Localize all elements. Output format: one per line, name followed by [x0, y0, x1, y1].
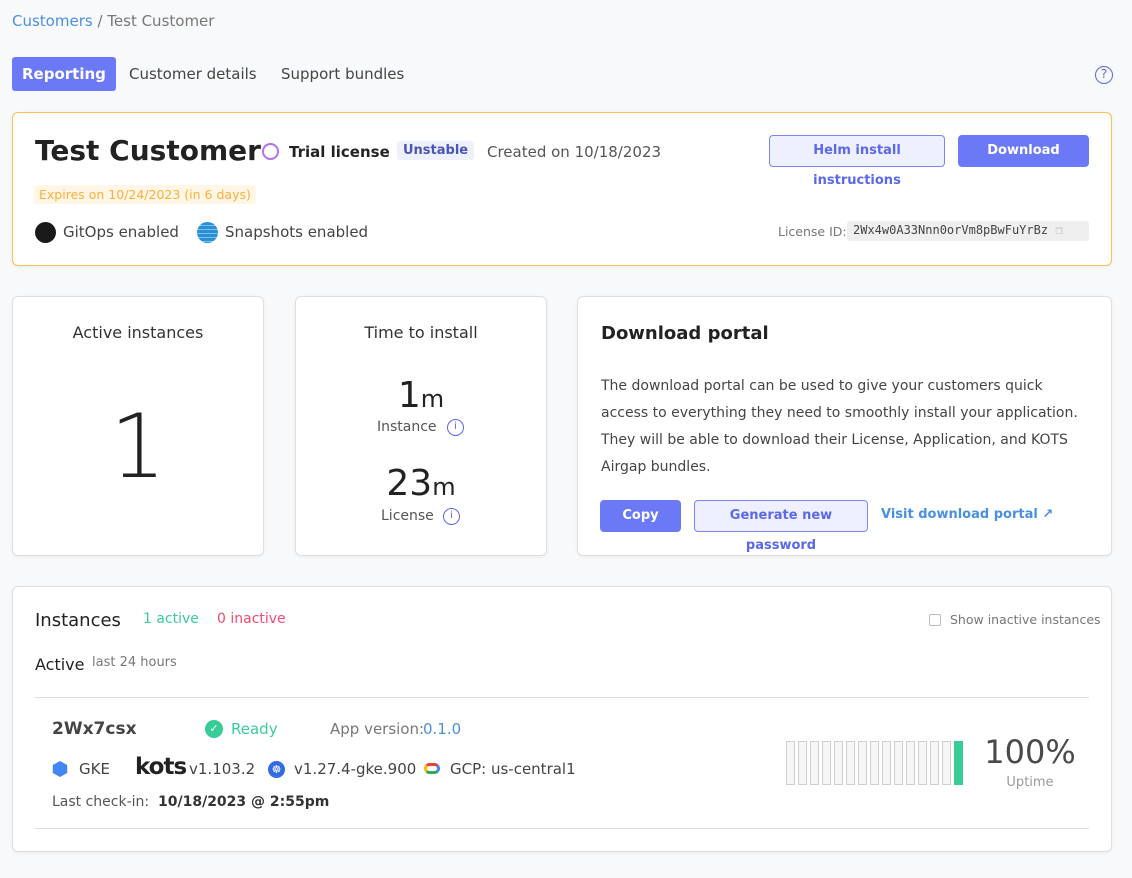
uptime-bar [810, 741, 819, 785]
last-checkin-label: Last check-in: [52, 794, 150, 810]
k8s-version: v1.27.4-gke.900 [294, 760, 417, 778]
info-icon[interactable]: i [443, 508, 460, 525]
uptime-bar [846, 741, 855, 785]
uptime-bar [786, 741, 795, 785]
instance-time: 1m [295, 375, 547, 416]
divider [35, 697, 1089, 698]
copy-icon[interactable]: ❐ [1055, 223, 1063, 237]
uptime-bar [834, 741, 843, 785]
instance-time-label: Instance [377, 419, 437, 435]
license-time-unit: m [432, 473, 456, 501]
instance-time-value: 1 [397, 375, 421, 416]
breadcrumb-current: Test Customer [107, 12, 215, 30]
instances-card [12, 586, 1112, 852]
license-time-value: 23 [386, 463, 433, 504]
active-section-title: Active [35, 655, 85, 674]
tab-reporting[interactable]: Reporting [12, 57, 116, 91]
uptime-bar [858, 741, 867, 785]
uptime-bar [918, 741, 927, 785]
show-inactive-label[interactable]: Show inactive instances [950, 612, 1101, 627]
active-instances-card [12, 296, 264, 556]
help-icon[interactable]: ? [1095, 66, 1113, 84]
uptime-value: 100% [984, 733, 1076, 771]
gitops-status: GitOps enabled [63, 223, 179, 241]
google-cloud-icon [424, 763, 440, 774]
license-type: Trial license [289, 143, 390, 161]
uptime-bar [822, 741, 831, 785]
created-date: Created on 10/18/2023 [487, 143, 662, 161]
license-id-label: License ID: [778, 224, 847, 239]
visit-portal-label: Visit download portal [881, 507, 1038, 522]
kubernetes-icon: ☸ [268, 761, 285, 778]
active-instances-title: Active instances [72, 323, 204, 342]
uptime-bar [954, 741, 963, 785]
breadcrumb: Customers / Test Customer [12, 12, 214, 30]
time-to-install-title: Time to install [364, 323, 478, 342]
instance-status: Ready [231, 720, 278, 738]
kots-logo: kots [135, 754, 187, 780]
time-to-install-card [295, 296, 547, 556]
active-count: 1 active [143, 611, 199, 627]
instance-time-unit: m [420, 385, 445, 413]
download-portal-description: The download portal can be used to give … [601, 378, 1078, 475]
visit-portal-link[interactable]: Visit download portal ↗ [881, 507, 1053, 522]
instances-title: Instances [35, 610, 121, 631]
show-inactive-checkbox[interactable] [929, 614, 941, 626]
customer-name: Test Customer [35, 134, 261, 167]
last-checkin: 10/18/2023 @ 2:55pm [158, 794, 330, 810]
license-id-value: 2Wx4w0A33Nnn0orVm8pBwFuYrBz [853, 223, 1049, 237]
cloud-region: GCP: us-central1 [450, 760, 576, 778]
app-version: 0.1.0 [423, 720, 462, 738]
copy-url-button[interactable]: Copy URL [600, 500, 681, 553]
snapshots-status: Snapshots enabled [225, 223, 369, 241]
uptime-bar [906, 741, 915, 785]
uptime-bar [870, 741, 879, 785]
generate-password-button[interactable]: Generate new password [694, 500, 868, 553]
active-instances-value: 1 [110, 395, 166, 498]
uptime-bar [942, 741, 951, 785]
snapshots-icon [197, 222, 218, 243]
helm-install-button[interactable]: Helm install instructions [769, 135, 945, 188]
stopwatch-icon [262, 143, 279, 160]
download-portal-title: Download portal [601, 323, 769, 344]
channel-badge: Unstable [397, 141, 475, 160]
uptime-label: Uptime [1006, 775, 1054, 790]
license-time-label: License [381, 508, 434, 524]
divider [35, 828, 1089, 829]
uptime-bar [882, 741, 891, 785]
license-id[interactable]: 2Wx4w0A33Nnn0orVm8pBwFuYrBz ❐ [847, 221, 1089, 241]
uptime-bar [894, 741, 903, 785]
uptime-bar [930, 741, 939, 785]
license-time: 23m [295, 463, 547, 504]
kots-version: v1.103.2 [189, 760, 256, 778]
download-license-button[interactable]: Download license [958, 135, 1089, 188]
active-section-subtitle: last 24 hours [92, 655, 177, 670]
distribution: GKE [79, 760, 110, 778]
tab-support-bundles[interactable]: Support bundles [281, 65, 405, 83]
info-icon[interactable]: i [447, 419, 464, 436]
check-circle-icon: ✓ [205, 720, 223, 738]
tab-customer-details[interactable]: Customer details [129, 65, 257, 83]
expiry-badge: Expires on 10/24/2023 (in 6 days) [34, 185, 256, 204]
inactive-count: 0 inactive [217, 611, 286, 627]
github-icon [35, 222, 56, 243]
external-link-icon: ↗ [1042, 507, 1054, 522]
breadcrumb-separator: / [92, 12, 108, 30]
gke-icon [52, 761, 68, 777]
app-version-label: App version: [330, 720, 425, 738]
uptime-bar [798, 741, 807, 785]
instance-id[interactable]: 2Wx7csx [52, 719, 137, 739]
breadcrumb-customers-link[interactable]: Customers [12, 12, 93, 30]
